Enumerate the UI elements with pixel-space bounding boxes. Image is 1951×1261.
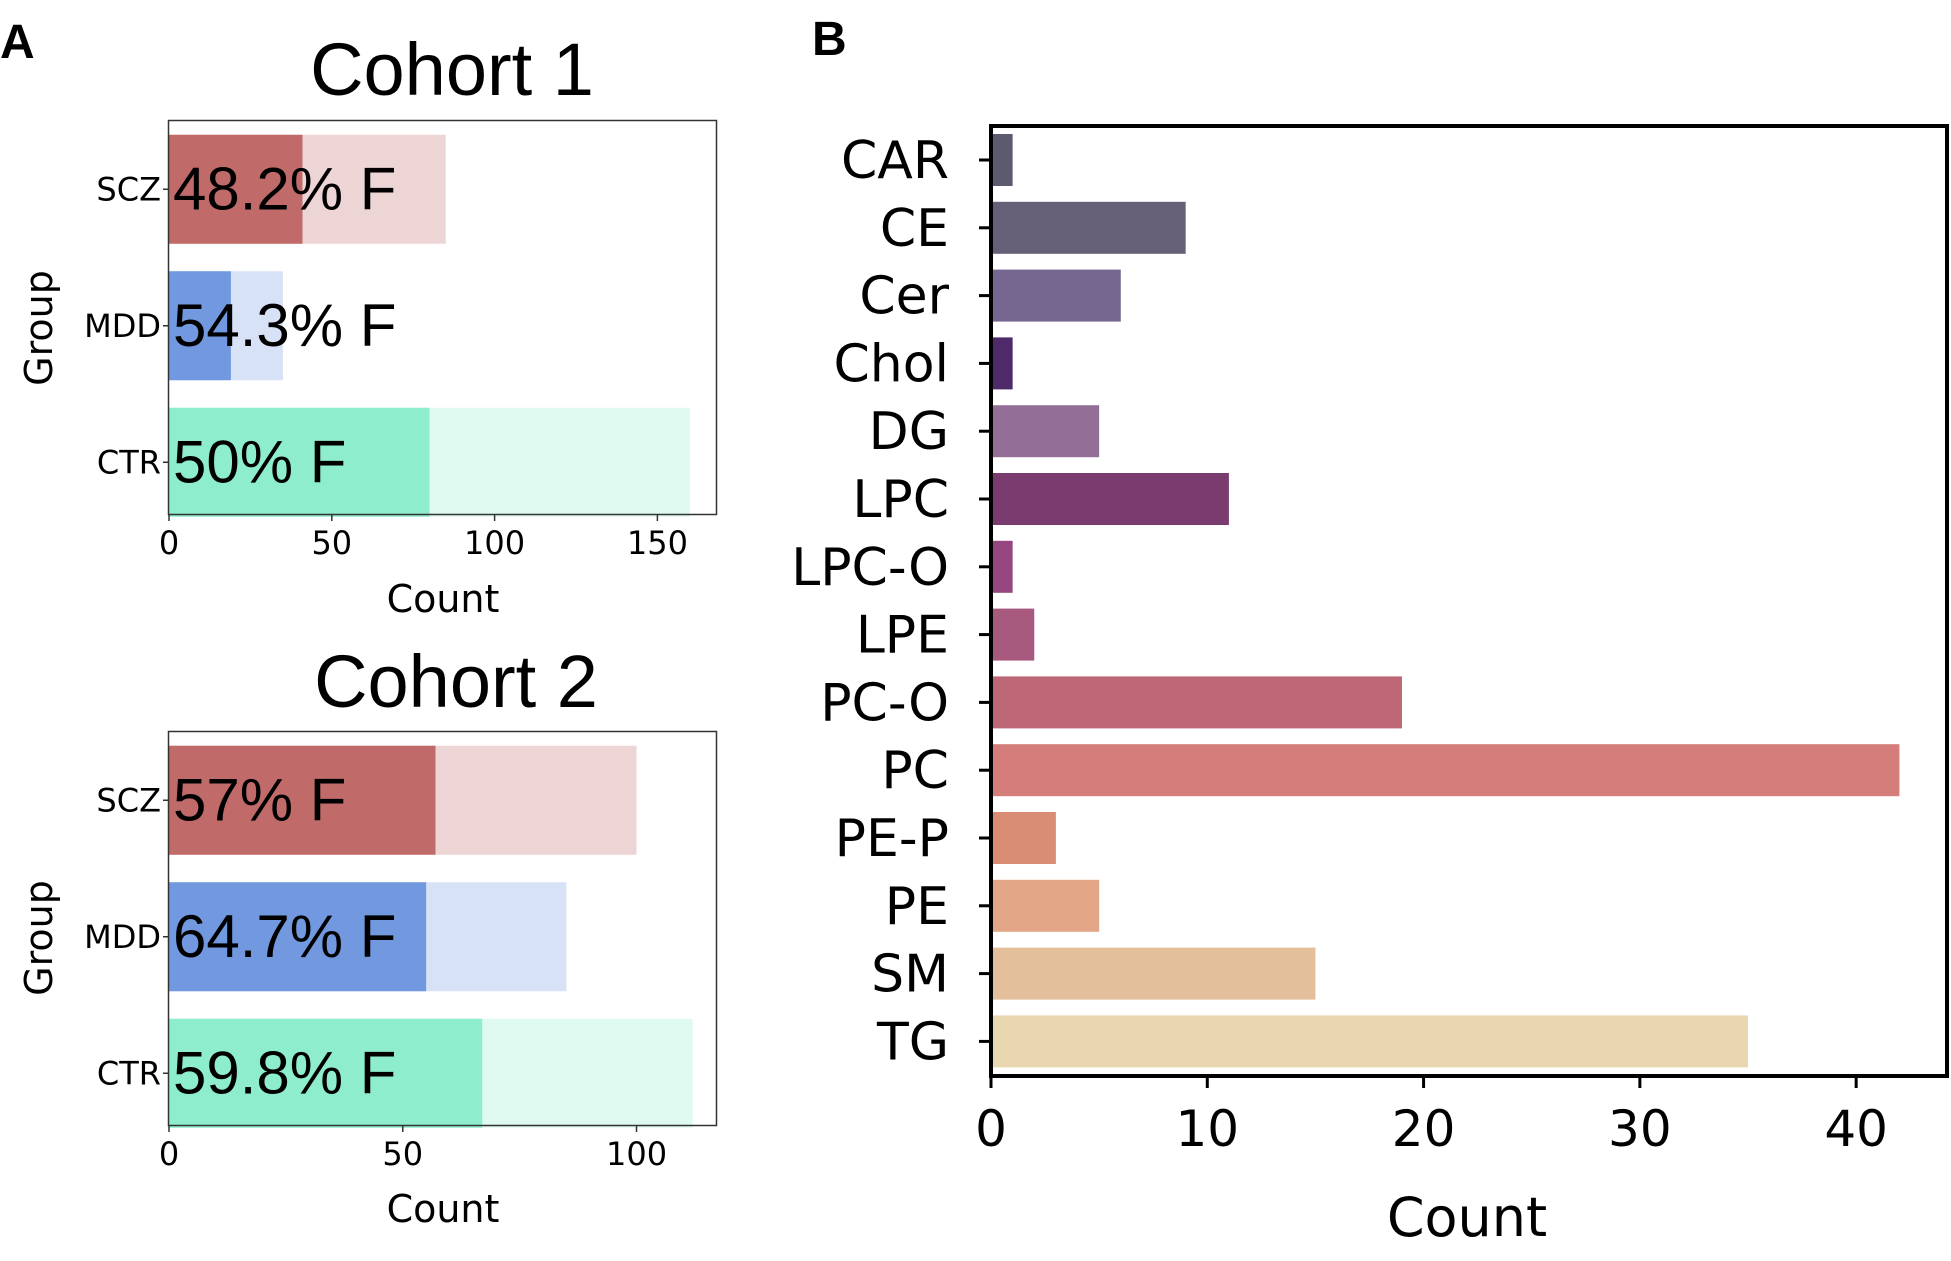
- c1-x-tick-label: 0: [159, 524, 179, 562]
- c2-y-tick-label-mdd: MDD: [84, 918, 161, 956]
- cohort1-y-axis-label: Group: [17, 270, 61, 386]
- c2-x-tick-label: 0: [159, 1135, 179, 1173]
- c1-bar-label-ctr: 50% F: [173, 428, 346, 495]
- c2-y-tick-label-scz: SCZ: [96, 781, 161, 819]
- lipid-y-tick-label-ce: CE: [880, 199, 949, 259]
- cohort2-bars: 57% F 64.7% F 59.8% F: [169, 745, 693, 1128]
- cohort1-x-ticks: 0 50 100 150: [159, 514, 688, 562]
- cohort2-chart: Cohort 2 57% F 64.7% F 59.8% F SCZ MDD CTR 0…: [17, 640, 718, 1231]
- lipid-x-tick-label: 30: [1608, 1100, 1672, 1158]
- lipid-bar-pe-p: [991, 812, 1056, 864]
- lipid-bar-pe: [991, 879, 1100, 932]
- panel-a-letter: A: [0, 16, 35, 69]
- lipid-x-tick-label: 10: [1175, 1100, 1239, 1158]
- lipid-bar-ce: [991, 201, 1186, 254]
- c1-y-tick-label-ctr: CTR: [97, 443, 161, 481]
- c1-bar-label-mdd: 54.3% F: [173, 292, 396, 359]
- lipid-class-y-ticks: CAR CE Cer Chol DG LPC LPC-O LPE PC-O PC PE-P PE SM T…: [791, 131, 991, 1072]
- cohort1-bars: 48.2% F 54.3% F 50% F: [169, 134, 690, 517]
- lipid-bar-lpc: [991, 473, 1229, 525]
- lipid-y-tick-label-dg: DG: [869, 402, 949, 462]
- lipid-bar-tg: [991, 1015, 1749, 1068]
- lipid-class-bars: [991, 134, 1900, 1068]
- c2-x-tick-label: 100: [606, 1135, 667, 1173]
- lipid-bar-pc-o: [991, 676, 1402, 729]
- cohort1-title: Cohort 1: [310, 28, 594, 111]
- lipid-bar-sm: [991, 947, 1316, 1000]
- cohort1-frame: [167, 119, 718, 516]
- c1-bar-female-scz: [169, 134, 303, 244]
- lipid-y-tick-label-sm: SM: [871, 945, 949, 1005]
- cohort2-x-axis-label: Count: [387, 1187, 500, 1231]
- lipid-x-tick-label: 0: [975, 1100, 1007, 1158]
- c2-y-tick-label-ctr: CTR: [97, 1054, 161, 1092]
- lipid-y-tick-label-tg: TG: [876, 1012, 949, 1072]
- c1-x-tick-label: 100: [464, 524, 525, 562]
- panel-b-letter: B: [812, 13, 847, 66]
- cohort1-y-ticks: SCZ MDD CTR: [84, 170, 169, 481]
- c2-bar-female-ctr: [169, 1018, 483, 1128]
- c1-bar-female-ctr: [169, 407, 430, 517]
- lipid-y-tick-label-car: CAR: [841, 131, 949, 191]
- cohort1-chart: Cohort 1 48.2% F 54.3% F 50% F SCZ MDD CTR 0…: [17, 28, 718, 621]
- lipid-x-tick-label: 40: [1824, 1100, 1888, 1158]
- lipid-y-tick-label-pe: PE: [885, 877, 949, 937]
- cohort2-y-ticks: SCZ MDD CTR: [84, 781, 169, 1092]
- c1-x-tick-label: 150: [627, 524, 688, 562]
- lipid-bar-cer: [991, 269, 1121, 322]
- c2-bar-female-mdd: [169, 882, 427, 992]
- lipid-x-tick-label: 20: [1392, 1100, 1456, 1158]
- lipid-y-tick-label-lpe: LPE: [856, 606, 949, 666]
- c2-bar-label-mdd: 64.7% F: [173, 903, 396, 970]
- lipid-class-x-ticks: 0 10 20 30 40: [975, 1076, 1888, 1158]
- lipid-y-tick-label-lpc-o: LPC-O: [791, 538, 949, 598]
- lipid-y-tick-label-pc-o: PC-O: [820, 673, 949, 733]
- lipid-bar-lpc-o: [991, 540, 1013, 593]
- cohort1-x-axis-label: Count: [387, 577, 500, 621]
- cohort2-y-axis-label: Group: [17, 880, 61, 996]
- c1-bar-female-mdd: [169, 271, 231, 381]
- lipid-bar-lpe: [991, 608, 1035, 661]
- lipid-bar-pc: [991, 744, 1900, 797]
- lipid-y-tick-label-pe-p: PE-P: [835, 809, 949, 869]
- c1-y-tick-label-scz: SCZ: [96, 170, 161, 208]
- c1-bar-label-scz: 48.2% F: [173, 155, 396, 222]
- lipid-y-tick-label-pc: PC: [881, 741, 949, 801]
- c1-x-tick-label: 50: [311, 524, 352, 562]
- lipid-class-chart: CAR CE Cer Chol DG LPC LPC-O LPE PC-O PC PE-P PE SM T…: [791, 124, 1949, 1249]
- lipid-bar-car: [991, 134, 1013, 186]
- c2-bar-label-ctr: 59.8% F: [173, 1039, 396, 1106]
- lipid-y-tick-label-cer: Cer: [859, 267, 949, 327]
- lipid-class-frame: [989, 124, 1949, 1078]
- c2-x-tick-label: 50: [382, 1135, 423, 1173]
- cohort2-x-ticks: 0 50 100: [159, 1125, 667, 1173]
- c2-bar-label-scz: 57% F: [173, 766, 346, 833]
- cohort2-title: Cohort 2: [314, 640, 598, 723]
- c2-bar-female-scz: [169, 745, 436, 855]
- lipid-bar-dg: [991, 405, 1100, 458]
- lipid-bar-chol: [991, 337, 1013, 390]
- lipid-class-x-axis-label: Count: [1387, 1186, 1547, 1249]
- cohort2-frame: [167, 730, 718, 1127]
- lipid-y-tick-label-chol: Chol: [833, 334, 949, 394]
- lipid-y-tick-label-lpc: LPC: [852, 470, 949, 530]
- c1-y-tick-label-mdd: MDD: [84, 307, 161, 345]
